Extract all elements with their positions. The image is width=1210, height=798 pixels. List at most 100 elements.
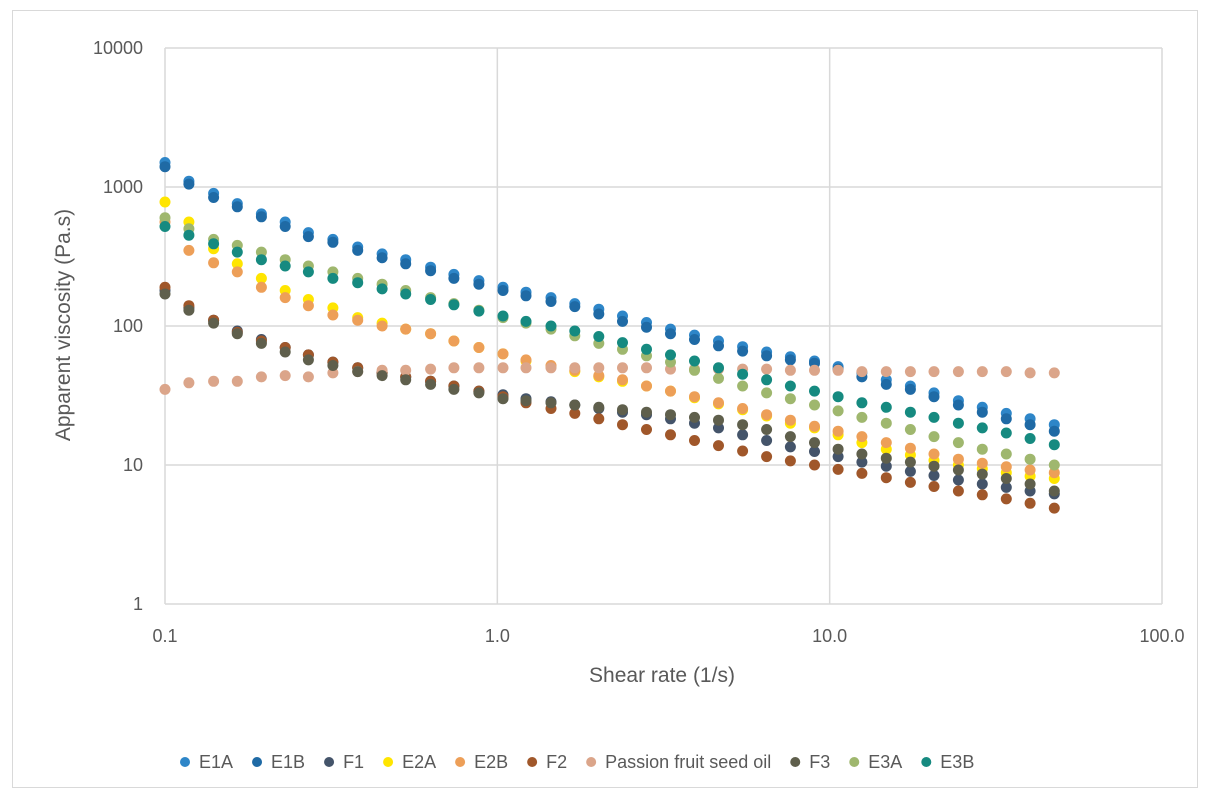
legend-label: Passion fruit seed oil	[605, 752, 771, 772]
data-point	[425, 378, 437, 390]
data-point	[713, 372, 724, 384]
data-point	[231, 246, 243, 258]
x-tick-label: 10.0	[812, 626, 847, 646]
data-point	[1048, 502, 1060, 514]
data-point	[856, 366, 868, 378]
data-point	[1024, 478, 1036, 490]
data-point	[183, 229, 195, 241]
data-point	[713, 440, 724, 452]
data-point	[545, 320, 557, 332]
data-point	[784, 431, 796, 443]
gridlines	[164, 47, 1163, 605]
data-point	[1000, 448, 1012, 460]
legend-marker	[527, 757, 538, 767]
data-point	[784, 455, 796, 467]
data-point	[473, 278, 485, 290]
data-point	[425, 363, 437, 375]
data-point	[880, 378, 892, 390]
data-point	[448, 335, 460, 347]
data-point	[473, 362, 485, 374]
data-point	[159, 383, 171, 395]
data-point	[665, 409, 676, 421]
data-point	[1000, 413, 1012, 425]
data-point	[327, 236, 339, 248]
data-point	[400, 364, 412, 376]
data-point	[928, 470, 940, 481]
data-point	[497, 348, 509, 360]
legend-label: E2B	[474, 752, 508, 772]
data-point	[231, 266, 243, 278]
legend-marker	[455, 757, 466, 767]
series-9	[159, 212, 1060, 471]
data-point	[737, 403, 749, 414]
data-point	[761, 435, 773, 446]
data-point	[302, 371, 314, 383]
data-point	[231, 258, 243, 270]
data-point	[952, 474, 964, 486]
data-point	[832, 391, 844, 403]
y-tick-label: 1	[133, 594, 143, 614]
data-point	[809, 437, 820, 449]
data-point	[448, 362, 460, 374]
data-point	[952, 399, 964, 411]
data-point	[784, 441, 796, 453]
data-point	[713, 422, 724, 434]
data-point	[352, 277, 364, 289]
data-point	[641, 424, 652, 435]
data-points	[159, 157, 1060, 514]
data-point	[279, 260, 291, 272]
data-point	[761, 363, 773, 375]
data-point	[159, 196, 171, 208]
y-tick-label: 100	[113, 316, 143, 336]
data-point	[569, 399, 581, 411]
series-7	[159, 362, 1060, 395]
legend-marker	[921, 757, 932, 767]
data-point	[976, 468, 988, 480]
data-point	[641, 362, 652, 374]
data-point	[400, 374, 412, 386]
legend-marker	[790, 757, 801, 767]
data-point	[809, 459, 820, 471]
data-point	[713, 397, 724, 409]
data-point	[832, 463, 844, 475]
data-point	[880, 452, 892, 464]
data-point	[641, 406, 652, 418]
data-point	[302, 231, 314, 243]
x-axis-title: Shear rate (1/s)	[589, 664, 735, 687]
legend-marker	[383, 757, 394, 767]
data-point	[976, 422, 988, 434]
data-point	[713, 362, 724, 374]
data-point	[302, 300, 314, 312]
legend-label: E1B	[271, 752, 305, 772]
data-point	[784, 414, 796, 426]
data-point	[689, 391, 700, 403]
data-point	[448, 383, 460, 395]
data-point	[784, 354, 796, 366]
legend-item: E2A	[383, 752, 436, 772]
data-point	[183, 377, 195, 389]
data-point	[809, 364, 820, 376]
data-point	[641, 321, 652, 333]
legend-marker	[180, 757, 190, 767]
data-point	[302, 266, 314, 278]
data-point	[856, 431, 868, 443]
data-point	[231, 201, 243, 213]
data-point	[569, 362, 581, 374]
data-point	[545, 362, 557, 374]
series-10	[159, 221, 1060, 451]
data-point	[952, 437, 964, 449]
data-point	[497, 362, 509, 374]
data-point	[448, 272, 460, 284]
data-point	[761, 424, 773, 435]
data-point	[928, 460, 940, 472]
data-point	[1000, 427, 1012, 439]
data-point	[352, 244, 364, 256]
data-point	[593, 370, 605, 382]
data-point	[497, 393, 509, 405]
data-point	[761, 409, 773, 421]
data-point	[1024, 464, 1036, 476]
series-4	[159, 196, 1060, 484]
chart-area	[12, 10, 1198, 788]
data-point	[208, 317, 220, 329]
